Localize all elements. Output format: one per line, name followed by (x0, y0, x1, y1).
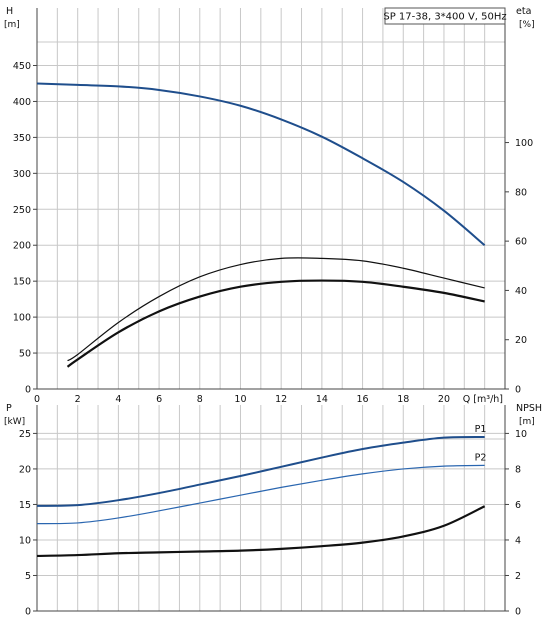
series-line-2 (66, 279, 485, 368)
x-tick-label: 2 (75, 394, 81, 405)
right-tick-label: 2 (515, 571, 521, 582)
left-tick-label: 350 (13, 133, 31, 144)
x-tick-label: 0 (34, 394, 40, 405)
bottom-panel: 0 5 10 15 20 25 0 2 4 6 8 10 P [kW] NPSH [m] P1 P2 (4, 403, 542, 618)
x-tick-label: 12 (275, 394, 287, 405)
left-axis-label: H (6, 6, 13, 17)
right-tick-label: 100 (515, 138, 533, 149)
right-tick-label: 20 (515, 335, 527, 346)
left-tick-label: 5 (25, 571, 31, 582)
x-tick-label: 6 (156, 394, 162, 405)
right-tick-label: 0 (515, 385, 521, 396)
left-tick-label: 15 (19, 500, 31, 511)
x-tick-label: 20 (438, 394, 450, 405)
right-tick-label: 8 (515, 464, 521, 475)
series-line-0 (36, 435, 485, 507)
x-tick-label: 14 (316, 394, 328, 405)
series-label: P2 (475, 452, 487, 463)
left-axis-unit: [m] (4, 20, 20, 30)
left-tick-label: 300 (13, 169, 31, 180)
left-axis-unit: [kW] (4, 417, 25, 427)
x-axis-label: Q [m³/h] (463, 394, 503, 405)
series-line-0 (36, 82, 486, 246)
left-tick-label: 100 (13, 313, 31, 324)
x-tick-label: 4 (115, 394, 121, 405)
right-tick-label: 0 (515, 607, 521, 618)
series-label: P1 (475, 424, 487, 435)
right-tick-label: 4 (515, 535, 521, 546)
left-axis-label: P (6, 403, 12, 414)
left-tick-label: 250 (13, 205, 31, 216)
series-line-2 (36, 505, 486, 558)
left-tick-label: 150 (13, 277, 31, 288)
left-tick-label: 10 (19, 535, 31, 546)
left-tick-label: 400 (13, 97, 31, 108)
x-tick-label: 8 (197, 394, 203, 405)
left-tick-label: 450 (13, 61, 31, 72)
right-axis-unit: [m] (519, 417, 535, 427)
left-tick-label: 20 (19, 464, 31, 475)
right-axis-unit: [%] (519, 20, 535, 30)
left-tick-label: 25 (19, 429, 31, 440)
x-tick-label: 10 (234, 394, 246, 405)
title-box (384, 7, 506, 25)
right-tick-label: 60 (515, 237, 527, 248)
top-panel: 0 50 100 150 200 250 300 350 400 450 0 20 40 60 80 100 0… (4, 6, 535, 405)
right-tick-label: 10 (515, 429, 527, 440)
right-tick-label: 40 (515, 286, 527, 297)
x-tick-label: 16 (357, 394, 369, 405)
left-tick-label: 0 (25, 385, 31, 396)
right-axis-label: eta (516, 6, 531, 17)
plot-area (37, 405, 505, 611)
chart-title: SP 17-38, 3*400 V, 50Hz (383, 12, 506, 23)
left-tick-label: 0 (25, 607, 31, 618)
x-tick-label: 18 (397, 394, 409, 405)
series-line-1 (36, 464, 485, 525)
left-tick-label: 200 (13, 241, 31, 252)
right-tick-label: 6 (515, 500, 521, 511)
series-line-1 (67, 257, 485, 362)
right-axis-label: NPSH (516, 403, 542, 414)
left-tick-label: 50 (19, 349, 31, 360)
right-tick-label: 80 (515, 187, 527, 198)
